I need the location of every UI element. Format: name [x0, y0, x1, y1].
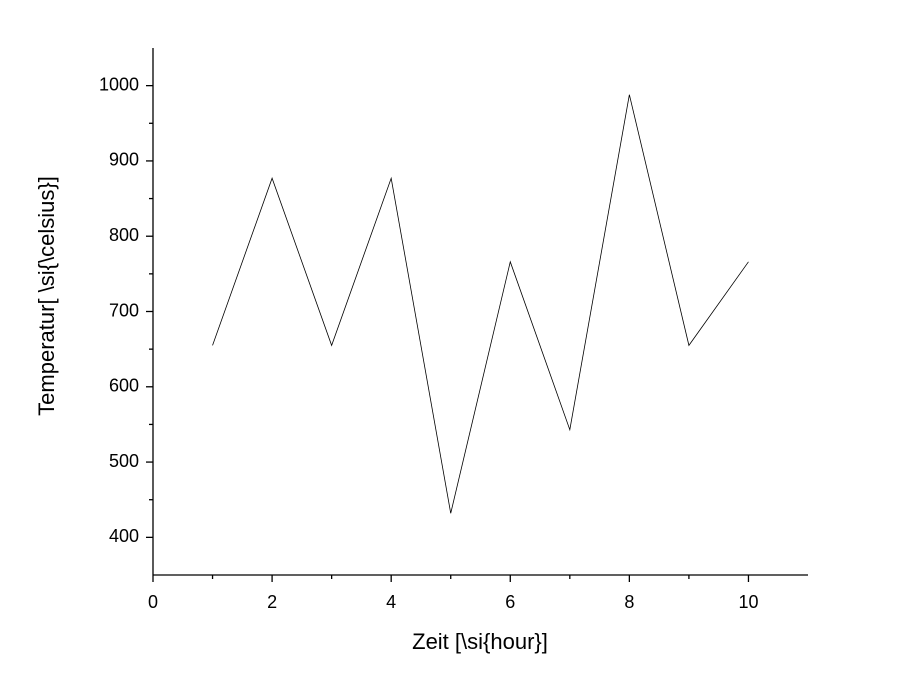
y-axis-label: Temperatur[ \si{\celsius}] — [34, 176, 59, 416]
x-tick-label: 0 — [148, 592, 158, 612]
y-tick-label: 600 — [109, 376, 139, 396]
x-tick-label: 10 — [738, 592, 758, 612]
y-tick-label: 1000 — [99, 74, 139, 94]
x-axis-label: Zeit [\si{hour}] — [412, 629, 548, 654]
x-tick-label: 4 — [386, 592, 396, 612]
y-tick-label: 400 — [109, 526, 139, 546]
x-tick-label: 2 — [267, 592, 277, 612]
y-tick-label: 700 — [109, 300, 139, 320]
line-series — [212, 94, 749, 514]
y-tick-label: 500 — [109, 451, 139, 471]
x-tick-label: 6 — [505, 592, 515, 612]
y-tick-label: 900 — [109, 150, 139, 170]
x-tick-label: 8 — [624, 592, 634, 612]
y-tick-label: 800 — [109, 225, 139, 245]
